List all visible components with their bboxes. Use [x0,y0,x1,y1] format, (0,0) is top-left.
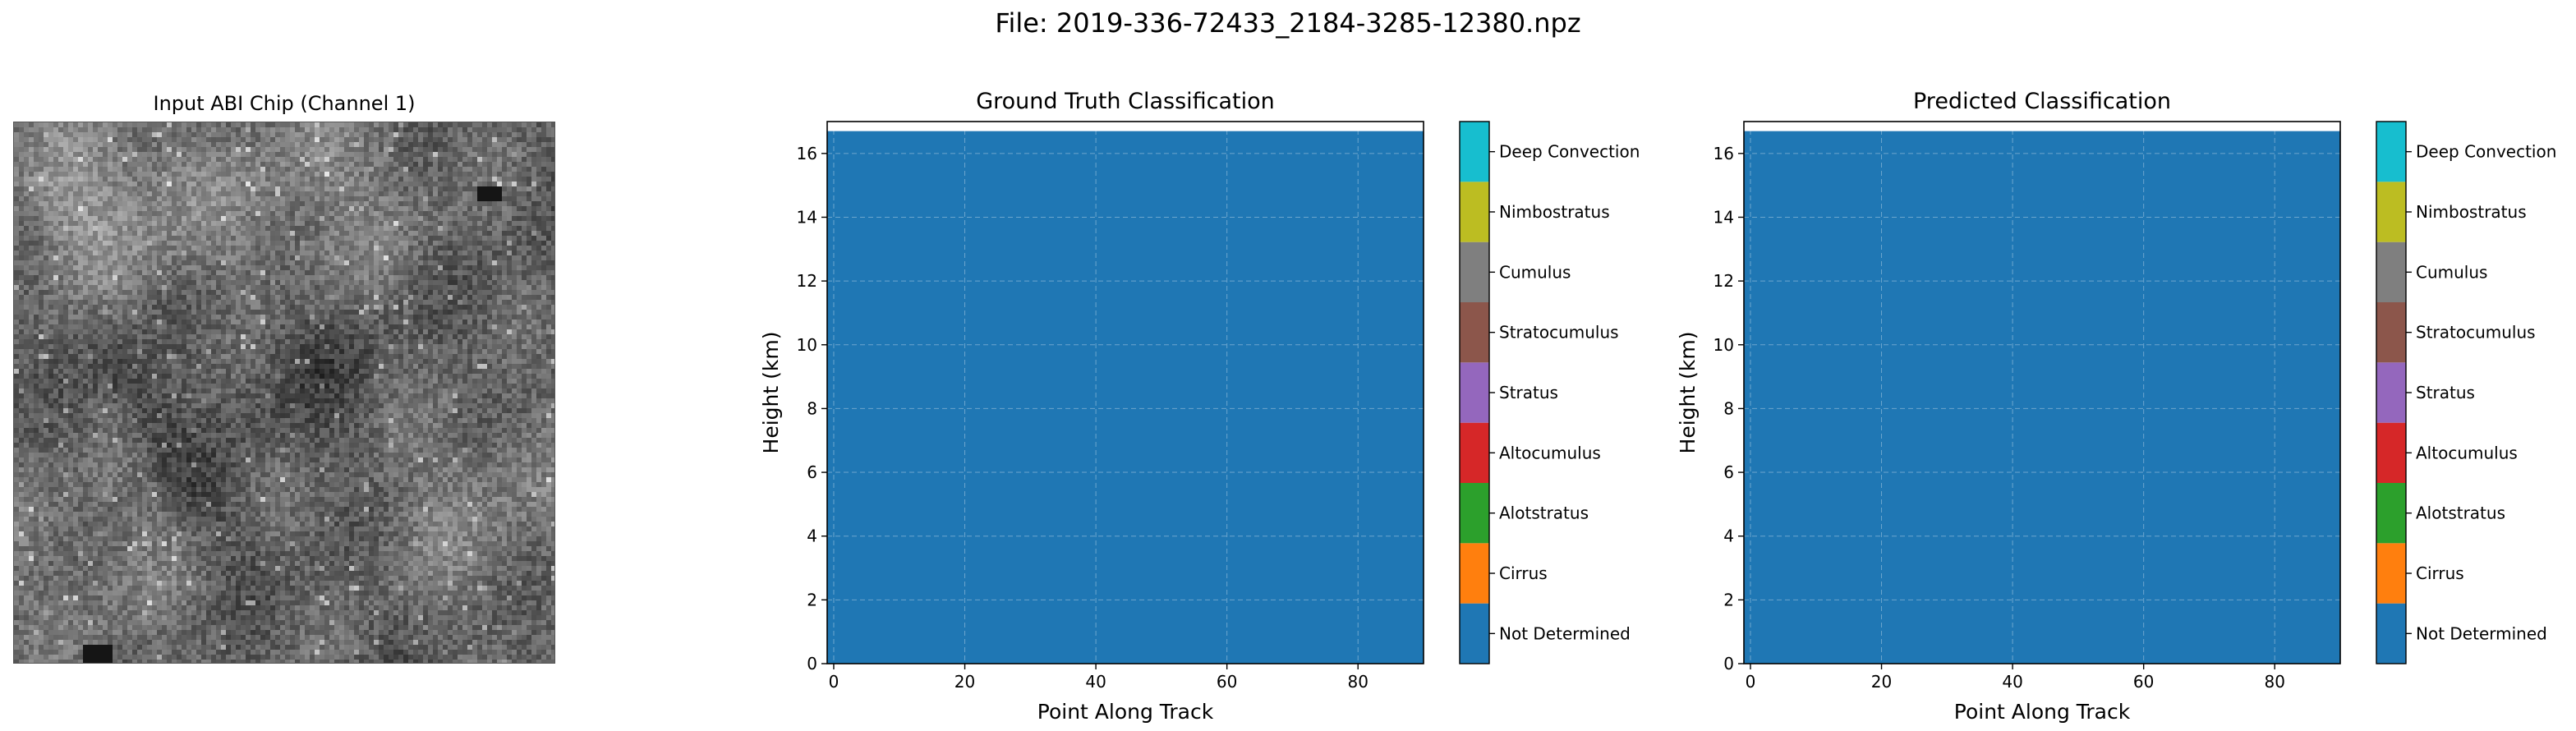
predicted-colorbar-frame [2376,121,2407,664]
ground-truth-ytick-label: 6 [807,462,817,482]
predicted-colorbar-swatch [2376,603,2406,664]
abi-chip-image [13,122,555,664]
ground-truth-colorbar-swatch [1460,122,1489,182]
ground-truth-xtick-label: 0 [829,672,840,692]
ground-truth-title: Ground Truth Classification [976,89,1275,114]
ground-truth-ytick-label: 8 [807,398,817,418]
ground-truth-ytick-label: 4 [807,526,817,546]
predicted-xtick-label: 40 [2002,672,2022,692]
ground-truth-ytick-label: 2 [807,590,817,609]
ground-truth-colorbar-swatch [1460,302,1489,363]
predicted-colorbar-label: Stratus [2416,383,2475,402]
ground-truth-colorbar-swatch [1460,362,1489,423]
ground-truth-colorbar-swatch [1460,182,1489,242]
ground-truth-xtick-label: 60 [1217,672,1237,692]
predicted-colorbar-label: Stratocumulus [2416,323,2536,343]
predicted-xtick-label: 0 [1746,672,1756,692]
predicted-colorbar-label: Not Determined [2416,623,2547,643]
ground-truth-xtick-label: 80 [1347,672,1368,692]
predicted-colorbar-label: Deep Convection [2416,142,2556,162]
ground-truth-xlabel: Point Along Track [1037,700,1214,724]
ground-truth-colorbar-label: Deep Convection [1499,142,1640,162]
predicted-ytick-label: 12 [1714,271,1734,291]
predicted-ytick-label: 16 [1714,144,1734,163]
predicted-colorbar-label: Cumulus [2416,262,2487,282]
ground-truth-ytick-label: 0 [807,654,817,674]
ground-truth-axes-frame [826,121,1424,664]
ground-truth-colorbar-swatch [1460,483,1489,544]
predicted-colorbar-swatch [2376,241,2406,302]
ground-truth-colorbar-swatch [1460,543,1489,604]
ground-truth-colorbar-swatch [1460,241,1489,302]
predicted-ytick-label: 4 [1723,526,1734,546]
predicted-ytick-label: 6 [1723,462,1734,482]
predicted-colorbar-swatch [2376,182,2406,242]
predicted-colorbar-label: Cirrus [2416,563,2464,583]
predicted-colorbar-swatch [2376,543,2406,604]
ground-truth-ytick-label: 14 [797,207,817,227]
predicted-xlabel: Point Along Track [1954,700,2131,724]
predicted-ytick-label: 14 [1714,207,1734,227]
predicted-colorbar-swatch [2376,302,2406,363]
ground-truth-colorbar-label: Cirrus [1499,563,1548,583]
predicted-ytick-label: 10 [1714,335,1734,355]
ground-truth-colorbar-label: Alotstratus [1499,503,1589,523]
predicted-axes-frame [1743,121,2341,664]
predicted-colorbar-swatch [2376,422,2406,483]
ground-truth-ytick-label: 10 [797,335,817,355]
predicted-xtick-label: 60 [2133,672,2154,692]
ground-truth-colorbar-frame [1459,121,1490,664]
ground-truth-colorbar-label: Cumulus [1499,262,1571,282]
abi-chip-title: Input ABI Chip (Channel 1) [153,92,416,115]
ground-truth-colorbar-label: Not Determined [1499,623,1631,643]
predicted-ytick-label: 8 [1723,398,1734,418]
ground-truth-xtick-label: 20 [954,672,975,692]
predicted-xtick-label: 80 [2264,672,2284,692]
predicted-ytick-label: 2 [1723,590,1734,609]
figure-title: File: 2019-336-72433_2184-3285-12380.npz [995,7,1581,39]
predicted-heatmap-cells [1744,131,2340,664]
ground-truth-heatmap-cells [827,131,1424,664]
abi-chip-canvas [14,122,554,663]
predicted-xtick-label: 20 [1871,672,1892,692]
ground-truth-ytick-label: 16 [797,144,817,163]
predicted-colorbar-swatch [2376,362,2406,423]
ground-truth-colorbar-swatch [1460,422,1489,483]
ground-truth-colorbar-label: Altocumulus [1499,443,1601,462]
predicted-ylabel: Height (km) [1676,332,1700,454]
ground-truth-colorbar-swatch [1460,603,1489,664]
ground-truth-ylabel: Height (km) [759,332,783,454]
ground-truth-ytick-label: 12 [797,271,817,291]
ground-truth-colorbar-label: Stratus [1499,383,1558,402]
predicted-title: Predicted Classification [1913,89,2171,114]
ground-truth-colorbar-label: Stratocumulus [1499,323,1619,343]
ground-truth-colorbar-label: Nimbostratus [1499,202,1610,222]
predicted-colorbar-label: Alotstratus [2416,503,2505,523]
predicted-colorbar-label: Altocumulus [2416,443,2518,462]
predicted-ytick-label: 0 [1723,654,1734,674]
predicted-colorbar-label: Nimbostratus [2416,202,2527,222]
ground-truth-xtick-label: 40 [1085,672,1106,692]
predicted-colorbar-swatch [2376,483,2406,544]
predicted-colorbar-swatch [2376,122,2406,182]
